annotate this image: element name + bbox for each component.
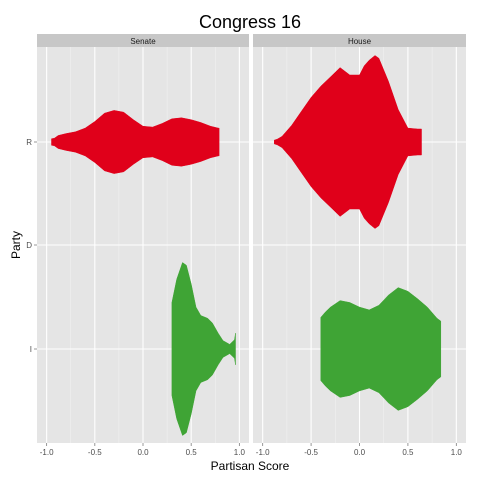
violin-house-r (274, 55, 422, 229)
x-tick-label: -1.0 (256, 448, 270, 457)
x-tick-label: -1.0 (40, 448, 54, 457)
x-tick-label: -0.5 (88, 448, 102, 457)
x-tick-label: 1.0 (451, 448, 463, 457)
y-tick-label: R (26, 138, 32, 147)
violin-senate-r (51, 110, 220, 174)
x-tick-label: 0.0 (137, 448, 149, 457)
facet-label-senate: Senate (130, 37, 156, 46)
y-tick-label: D (26, 241, 32, 250)
violin-house-i (320, 287, 442, 411)
x-axis-title: Partisan Score (211, 459, 290, 473)
y-axis-title: Party (9, 231, 23, 259)
x-tick-label: 0.5 (186, 448, 198, 457)
x-tick-label: -0.5 (304, 448, 318, 457)
chart-title: Congress 16 (199, 12, 301, 32)
facet-strip-senate (37, 34, 249, 47)
x-tick-label: 0.0 (354, 448, 366, 457)
facet-house: House -1.0 -0.5 0.0 0.5 1.0 (253, 34, 466, 457)
facet-strip-house (253, 34, 466, 47)
y-tick-label: I (30, 345, 32, 354)
facet-senate: Senate -1.0 -0.5 0.0 0.5 1.0 (37, 34, 249, 457)
facet-panels: Senate -1.0 -0.5 0.0 0.5 1.0 House -1.0 -0.5 0.0 0… (37, 34, 466, 457)
x-tick-label: 0.5 (402, 448, 414, 457)
x-tick-label: 1.0 (234, 448, 246, 457)
facet-label-house: House (348, 37, 372, 46)
violin-senate-i (171, 262, 236, 436)
y-axis: R D I (26, 138, 37, 354)
